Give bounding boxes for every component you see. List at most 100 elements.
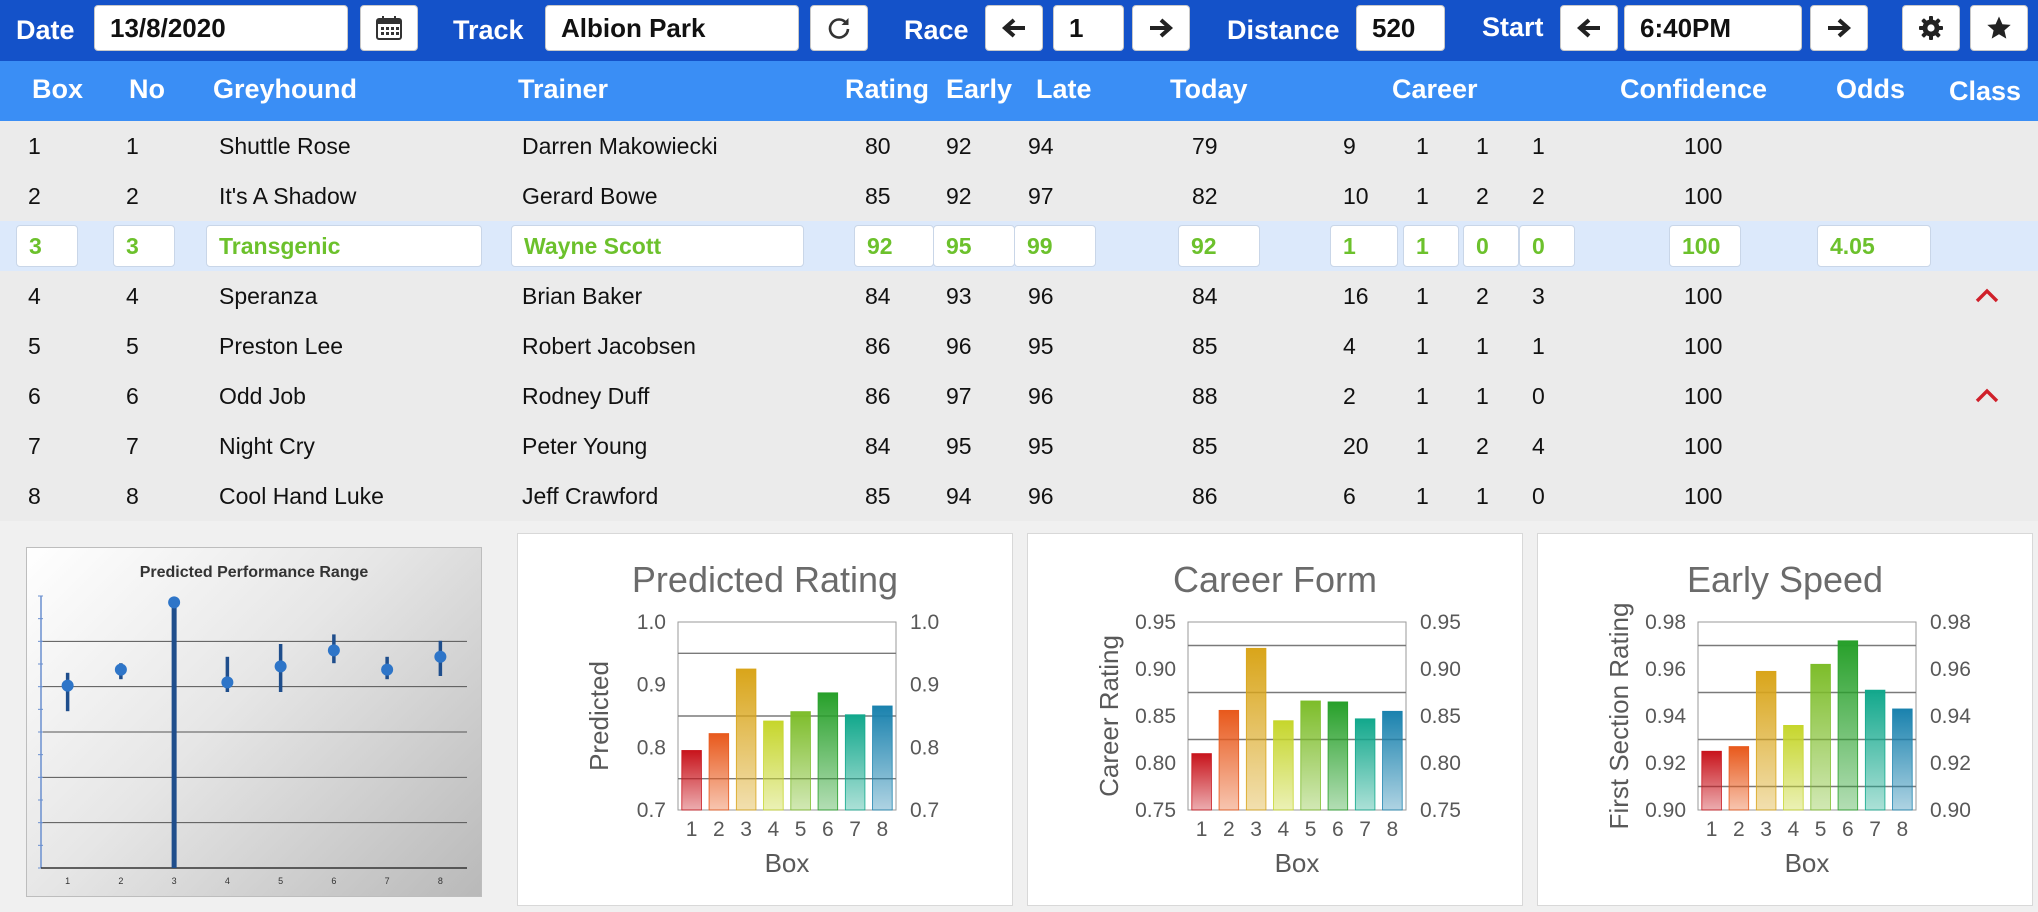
table-row[interactable]: 7 7 Night Cry Peter Young 84 95 95 85 20 1 2 4 100 [0, 421, 2038, 471]
cell-greyhound: Speranza [219, 283, 318, 309]
start-time-field[interactable]: 6:40PM [1624, 5, 1802, 51]
start-prev-button[interactable] [1560, 5, 1618, 51]
predicted-rating-chart: 1 2 3 4 5 6 7 8 0.7 0.7 0.8 0.8 0.9 0.9 1.0 1.0 Box Predi… [584, 611, 939, 878]
cell-box: 4 [28, 283, 41, 309]
table-row[interactable]: 1 1 Shuttle Rose Darren Makowiecki 80 92 94 79 9… [0, 121, 2038, 171]
distance-label: Distance [1227, 15, 1340, 45]
x-tick-label: 4 [768, 818, 780, 841]
cell-box[interactable]: 3 [16, 225, 78, 267]
header-early[interactable]: Early [946, 74, 1013, 104]
cell-career-0: 2 [1343, 383, 1356, 409]
table-row[interactable]: 2 2 It's A Shadow Gerard Bowe 85 92 97 82 10 1 2 2 1… [0, 171, 2038, 221]
cell-odds[interactable]: 4.05 [1817, 225, 1931, 267]
cell-rating: 84 [865, 283, 891, 309]
table-row[interactable]: 6 6 Odd Job Rodney Duff 86 97 96 88 2 1 1 0 100 [0, 371, 2038, 421]
header-career[interactable]: Career [1392, 74, 1478, 104]
date-field[interactable]: 13/8/2020 [94, 5, 348, 51]
cell-early[interactable]: 95 [933, 225, 1015, 267]
table-row[interactable]: 3 3 Transgenic Wayne Scott 92 95 99 92 1 1 0 0 100 4.… [0, 221, 2038, 271]
cell-rating[interactable]: 92 [854, 225, 934, 267]
x-tick-label: 1 [686, 818, 698, 841]
cell-career-1[interactable]: 1 [1403, 225, 1459, 267]
cell-career-2: 1 [1476, 133, 1489, 159]
x-tick-label: 4 [225, 876, 230, 886]
cell-career-3[interactable]: 0 [1519, 225, 1575, 267]
cell-career-1: 1 [1416, 183, 1429, 209]
cell-early: 96 [946, 333, 972, 359]
cell-career-1: 1 [1416, 383, 1429, 409]
settings-button[interactable] [1902, 5, 1960, 51]
y-tick-label-right: 1.0 [910, 611, 939, 634]
x-tick-label: 8 [438, 876, 443, 886]
x-tick-label: 6 [1842, 818, 1854, 841]
x-tick-label: 5 [278, 876, 283, 886]
arrow-left-icon [1001, 18, 1025, 38]
race-prev-button[interactable] [985, 5, 1043, 51]
race-next-button[interactable] [1132, 5, 1190, 51]
cell-today: 88 [1192, 383, 1218, 409]
table-row[interactable]: 4 4 Speranza Brian Baker 84 93 96 84 16 1 2 3 100 [0, 271, 2038, 321]
cell-career-3: 0 [1532, 383, 1545, 409]
cell-box: 6 [28, 383, 41, 409]
predicted-rating-panel: Predicted Rating 1 2 3 4 5 6 7 8 0.7 0.7 0.8 0.8 0.9… [517, 533, 1013, 906]
cell-career-0[interactable]: 1 [1330, 225, 1398, 267]
y-axis-label: Predicted [584, 661, 614, 771]
y-tick-label-right: 0.98 [1930, 611, 1971, 634]
header-box[interactable]: Box [32, 74, 84, 104]
cell-late: 96 [1028, 483, 1054, 509]
cell-trainer: Rodney Duff [522, 383, 650, 409]
header-greyhound[interactable]: Greyhound [213, 74, 358, 104]
header-late[interactable]: Late [1036, 74, 1092, 104]
header-trainer[interactable]: Trainer [518, 74, 609, 104]
y-tick-label-right: 0.94 [1930, 705, 1971, 728]
header-no[interactable]: No [129, 74, 165, 104]
cell-greyhound[interactable]: Transgenic [206, 225, 482, 267]
arrow-right-icon [1828, 18, 1852, 38]
plot-frame [1697, 621, 1917, 811]
cell-early: 94 [946, 483, 972, 509]
table-row[interactable]: 5 5 Preston Lee Robert Jacobsen 86 96 95 85 4 1 1 1… [0, 321, 2038, 371]
predicted-rating-title: Predicted Rating [631, 559, 899, 600]
cell-today[interactable]: 92 [1178, 225, 1260, 267]
header-class[interactable]: Class [1949, 76, 2022, 106]
bar-8 [872, 705, 893, 811]
header-today[interactable]: Today [1170, 74, 1248, 104]
start-next-button[interactable] [1810, 5, 1868, 51]
bar-4 [1783, 724, 1804, 811]
distance-field[interactable]: 520 [1356, 5, 1445, 51]
cell-trainer[interactable]: Wayne Scott [511, 225, 804, 267]
cell-late[interactable]: 99 [1014, 225, 1096, 267]
refresh-button[interactable] [810, 5, 868, 51]
header-rating[interactable]: Rating [845, 74, 929, 104]
cell-no: 8 [126, 483, 139, 509]
bar-2 [1728, 746, 1750, 811]
cell-career-3: 4 [1532, 433, 1545, 459]
x-tick-label: 1 [1706, 818, 1718, 841]
cell-career-3: 2 [1532, 183, 1545, 209]
table-row[interactable]: 8 8 Cool Hand Luke Jeff Crawford 85 94 96 86 6 1 1… [0, 471, 2038, 521]
cell-greyhound: Night Cry [219, 433, 315, 459]
track-field[interactable]: Albion Park [545, 5, 799, 51]
cell-today: 82 [1192, 183, 1218, 209]
bar-7 [844, 714, 866, 811]
race-field[interactable]: 1 [1053, 5, 1124, 51]
cell-confidence: 100 [1684, 333, 1723, 359]
cell-late: 96 [1028, 383, 1054, 409]
header-confidence[interactable]: Confidence [1620, 74, 1768, 104]
cell-career-0: 9 [1343, 133, 1356, 159]
bar-2 [708, 733, 730, 811]
y-tick-label-left: 0.80 [1135, 752, 1176, 775]
favorite-button[interactable] [1970, 5, 2028, 51]
header-odds[interactable]: Odds [1836, 74, 1906, 104]
cell-confidence[interactable]: 100 [1669, 225, 1741, 267]
x-tick-label: 5 [1305, 818, 1317, 841]
y-axis-label: First Section Rating [1604, 603, 1634, 830]
cell-career-2[interactable]: 0 [1463, 225, 1519, 267]
cell-no[interactable]: 3 [113, 225, 175, 267]
point-4 [221, 676, 234, 689]
cell-no: 7 [126, 433, 139, 459]
calendar-button[interactable] [360, 5, 418, 51]
y-tick-label-left: 0.96 [1645, 658, 1686, 681]
y-tick-label-left: 0.98 [1645, 611, 1686, 634]
y-tick-label-left: 0.7 [637, 799, 666, 822]
